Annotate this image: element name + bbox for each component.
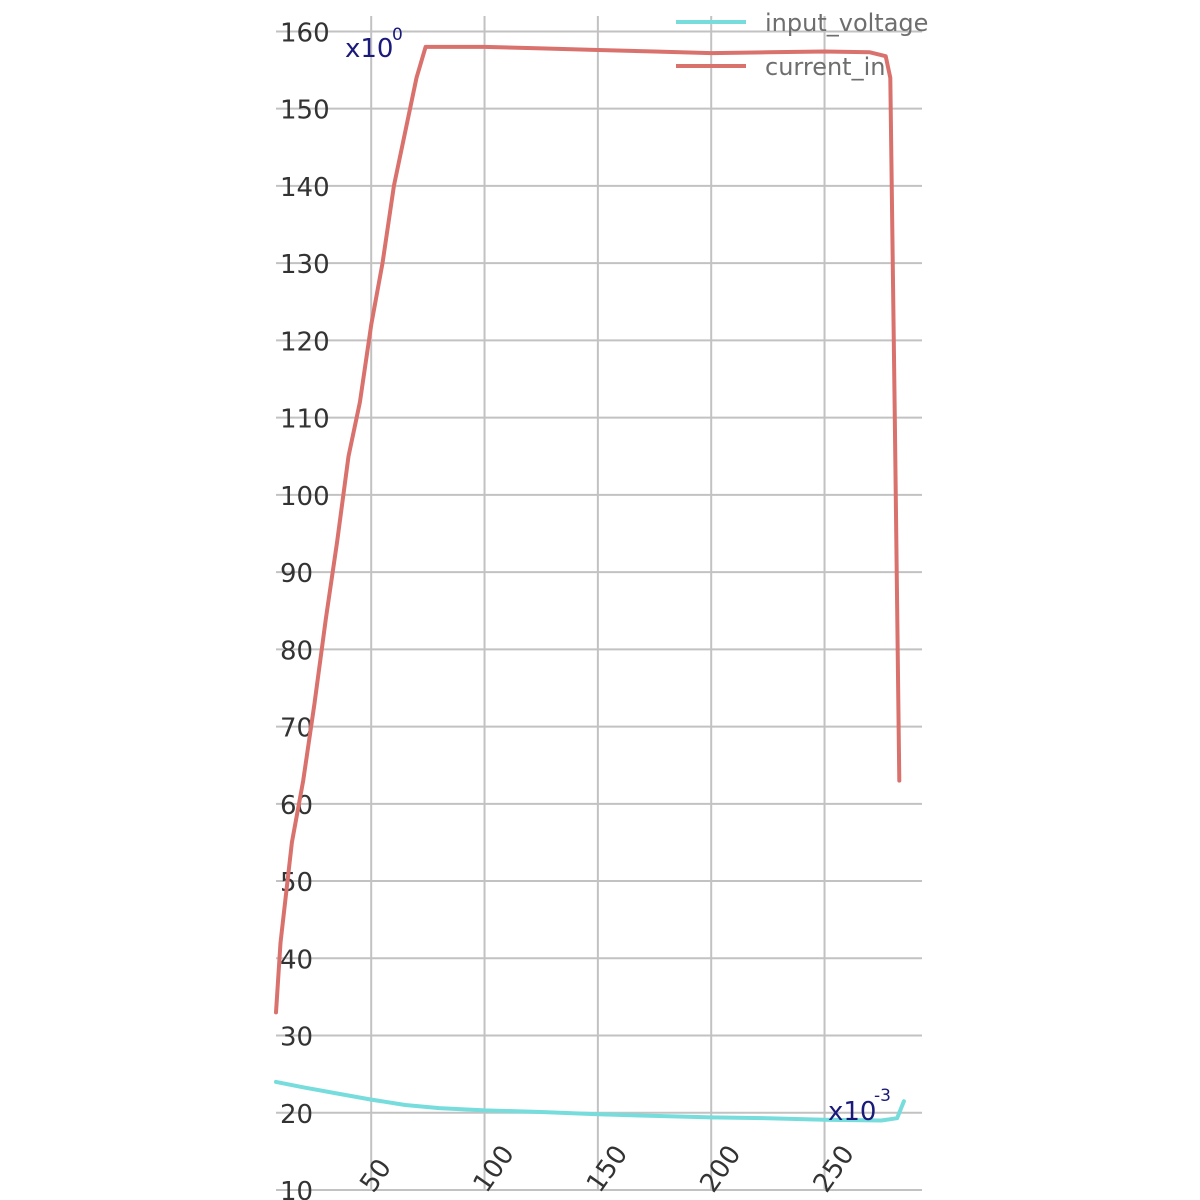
y-tick-label: 40 — [280, 945, 313, 975]
legend-label-input-voltage: input_voltage — [765, 9, 928, 37]
grid-lines — [276, 16, 922, 1191]
y-tick-label: 80 — [280, 636, 313, 666]
y-tick-label: 120 — [280, 327, 330, 357]
y-tick-label: 130 — [280, 250, 330, 280]
y-tick-label: 10 — [280, 1177, 313, 1200]
series-line-input-voltage — [274, 1079, 906, 1123]
y-tick-label: 100 — [280, 482, 330, 512]
y-tick-label: 110 — [280, 405, 330, 435]
series-line-current-in — [274, 44, 902, 1015]
legend-label-current-in: current_in — [765, 53, 885, 81]
x-axis-multiplier-exponent: -3 — [874, 1086, 891, 1106]
x-tick-label: 50 — [354, 1154, 398, 1198]
series-lines — [274, 44, 906, 1123]
y-axis-multiplier-exponent: 0 — [392, 25, 403, 45]
y-tick-label: 160 — [280, 18, 330, 48]
legend: input_voltage current_in — [676, 9, 928, 81]
y-tick-label: 140 — [280, 173, 330, 203]
y-tick-label: 20 — [280, 1100, 313, 1130]
legend-item-current-in: current_in — [676, 53, 885, 81]
y-tick-label: 30 — [280, 1023, 313, 1053]
y-axis-multiplier: x10 — [345, 34, 393, 64]
x-axis-multiplier: x10 — [828, 1097, 876, 1127]
y-tick-label: 150 — [280, 96, 330, 126]
y-tick-label: 90 — [280, 559, 313, 589]
legend-item-input-voltage: input_voltage — [676, 9, 928, 37]
